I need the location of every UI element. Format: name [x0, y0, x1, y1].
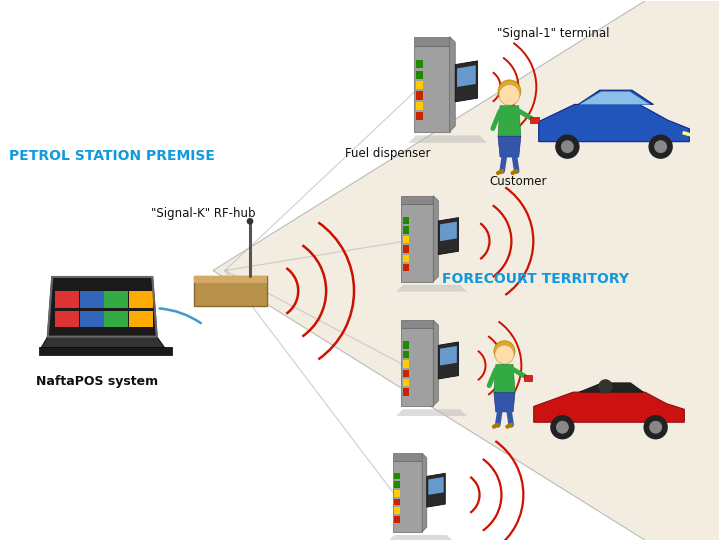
Polygon shape: [534, 392, 684, 422]
Polygon shape: [393, 453, 422, 461]
Bar: [416, 70, 423, 79]
Bar: [395, 499, 400, 505]
Polygon shape: [455, 61, 477, 102]
Circle shape: [654, 140, 667, 153]
Polygon shape: [414, 37, 449, 46]
Polygon shape: [194, 275, 267, 282]
Circle shape: [649, 135, 672, 159]
Polygon shape: [433, 196, 438, 281]
Bar: [395, 481, 400, 488]
Bar: [530, 117, 539, 123]
Bar: [80, 311, 104, 327]
Bar: [416, 113, 423, 121]
Polygon shape: [440, 222, 457, 241]
Text: "Signal-1" terminal: "Signal-1" terminal: [498, 27, 610, 40]
Bar: [523, 374, 532, 381]
Bar: [395, 516, 400, 523]
Bar: [403, 388, 409, 396]
Bar: [55, 311, 79, 327]
Polygon shape: [401, 204, 433, 281]
Polygon shape: [539, 104, 689, 142]
Polygon shape: [438, 217, 459, 255]
Bar: [55, 291, 79, 308]
Polygon shape: [498, 136, 521, 157]
Polygon shape: [579, 383, 644, 392]
Polygon shape: [422, 453, 427, 532]
Bar: [403, 236, 409, 243]
Bar: [403, 217, 409, 225]
Circle shape: [556, 421, 569, 434]
Polygon shape: [494, 365, 515, 393]
Bar: [403, 245, 409, 253]
Bar: [395, 507, 400, 514]
Text: Customer: Customer: [490, 175, 547, 188]
Polygon shape: [194, 275, 267, 306]
Circle shape: [649, 421, 662, 434]
Circle shape: [598, 379, 613, 393]
Circle shape: [498, 80, 521, 103]
Polygon shape: [393, 461, 422, 532]
Circle shape: [499, 84, 520, 105]
Bar: [403, 379, 409, 386]
Polygon shape: [440, 346, 457, 366]
Bar: [416, 60, 423, 68]
Circle shape: [495, 345, 514, 364]
Bar: [416, 81, 423, 89]
Polygon shape: [457, 65, 476, 87]
Polygon shape: [401, 320, 433, 328]
Text: NaftaPOS system: NaftaPOS system: [36, 375, 158, 388]
Polygon shape: [427, 473, 445, 507]
Polygon shape: [580, 91, 650, 104]
Polygon shape: [48, 277, 157, 337]
Circle shape: [550, 415, 575, 439]
Bar: [416, 91, 423, 100]
Polygon shape: [498, 106, 521, 136]
Text: "Signal-K" RF-hub: "Signal-K" RF-hub: [150, 207, 256, 220]
Circle shape: [247, 218, 253, 225]
Circle shape: [561, 140, 574, 153]
Polygon shape: [401, 196, 433, 204]
Polygon shape: [438, 342, 459, 379]
Polygon shape: [433, 320, 438, 406]
Polygon shape: [388, 535, 453, 541]
Bar: [416, 102, 423, 110]
Bar: [395, 490, 400, 497]
Text: PETROL STATION PREMISE: PETROL STATION PREMISE: [9, 149, 215, 163]
Bar: [39, 347, 172, 354]
Bar: [104, 291, 128, 308]
Polygon shape: [40, 337, 166, 349]
Polygon shape: [494, 393, 515, 412]
Polygon shape: [449, 37, 455, 131]
Circle shape: [494, 341, 515, 362]
Text: FORECOURT TERRITORY: FORECOURT TERRITORY: [441, 272, 629, 286]
Polygon shape: [401, 328, 433, 406]
Polygon shape: [396, 410, 467, 416]
Polygon shape: [414, 46, 449, 131]
Text: Fuel dispenser: Fuel dispenser: [345, 147, 431, 160]
Bar: [129, 291, 153, 308]
Bar: [403, 351, 409, 358]
Bar: [403, 370, 409, 377]
Bar: [104, 311, 128, 327]
Polygon shape: [409, 135, 487, 143]
Bar: [403, 226, 409, 234]
Bar: [403, 360, 409, 367]
Bar: [403, 341, 409, 349]
Polygon shape: [578, 90, 654, 104]
Bar: [395, 473, 400, 479]
Bar: [80, 291, 104, 308]
Circle shape: [644, 415, 668, 439]
Wedge shape: [213, 0, 720, 541]
Polygon shape: [428, 477, 444, 495]
Bar: [129, 311, 153, 327]
Polygon shape: [396, 285, 467, 292]
Bar: [403, 255, 409, 262]
Bar: [403, 264, 409, 272]
Circle shape: [555, 135, 580, 159]
